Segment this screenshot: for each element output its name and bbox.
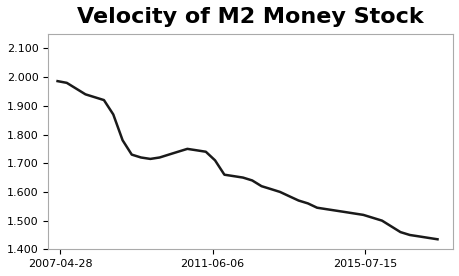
Title: Velocity of M2 Money Stock: Velocity of M2 Money Stock xyxy=(77,7,423,27)
